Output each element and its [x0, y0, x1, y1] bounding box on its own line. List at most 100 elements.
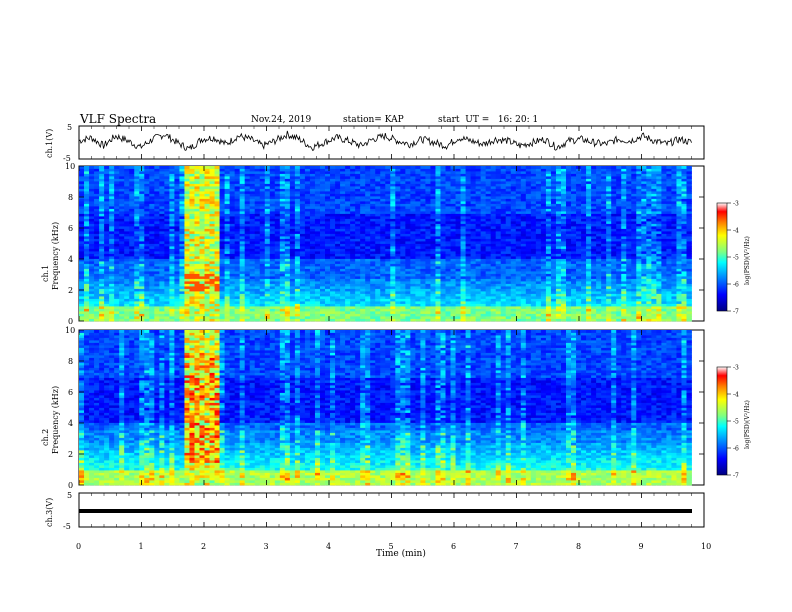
- spectrogram-cell: [395, 241, 401, 244]
- spectrogram-cell: [535, 283, 542, 287]
- spectrogram-cell: [184, 291, 190, 294]
- spectrogram-cell: [375, 303, 381, 307]
- spectrogram-cell: [666, 301, 672, 304]
- spectrogram-cell: [289, 221, 296, 224]
- spectrogram-cell: [636, 256, 642, 259]
- spectrogram-cell: [289, 313, 296, 317]
- spectrogram-cell: [330, 228, 336, 232]
- spectrogram-cell: [114, 288, 120, 292]
- spectrogram-cell: [450, 266, 456, 269]
- spectrogram-cell: [239, 268, 246, 272]
- spectrogram-cell: [656, 251, 662, 254]
- spectrogram-cell: [641, 251, 647, 254]
- spectrogram-cell: [555, 291, 562, 294]
- spectrogram-cell: [505, 303, 512, 307]
- spectrogram-cell: [631, 253, 637, 257]
- spectrogram-cell: [269, 303, 276, 307]
- spectrogram-cell: [475, 258, 482, 262]
- spectrogram-cell: [495, 251, 502, 254]
- ch1-ytick-bottom: -5: [63, 154, 71, 163]
- spectrogram-cell: [591, 306, 597, 309]
- spectrogram-cell: [550, 223, 557, 227]
- spectrogram-cell: [616, 278, 622, 282]
- spectrogram-cell: [319, 316, 326, 319]
- spectrogram-cell: [485, 228, 492, 232]
- spectrogram-cell: [319, 233, 326, 237]
- spectrogram-cell: [490, 293, 497, 297]
- spectrogram-cell: [480, 258, 487, 262]
- spectrogram-cell: [154, 303, 160, 307]
- spectrogram-cell: [565, 241, 572, 244]
- spectrogram-cell: [189, 241, 195, 244]
- spectrogram-cell: [264, 291, 271, 294]
- spectrogram-cell: [119, 308, 125, 312]
- spectrogram-cell: [124, 296, 130, 299]
- spectrogram-cell: [641, 238, 647, 242]
- spectrogram-cell: [299, 306, 306, 309]
- spectrogram-cell: [395, 258, 401, 262]
- spectrogram-cell: [129, 306, 135, 309]
- spectrogram-cell: [164, 301, 170, 304]
- spectrogram-cell: [465, 218, 471, 222]
- spectrogram-cell: [279, 308, 286, 312]
- spectrogram-cell: [641, 248, 647, 252]
- spectrogram-cell: [545, 296, 552, 299]
- spectrogram-cell: [154, 251, 160, 254]
- spectrogram-cell: [490, 288, 497, 292]
- spectrogram-cell: [314, 246, 321, 249]
- spectrogram-cell: [244, 278, 251, 282]
- spectrogram-cell: [269, 318, 276, 322]
- spectrogram-cell: [390, 271, 396, 274]
- spectrogram-cell: [500, 306, 507, 309]
- spectrogram-cell: [294, 316, 301, 319]
- spectrogram-cell: [405, 316, 411, 319]
- spectrogram-cell: [571, 298, 577, 302]
- spectrogram-cell: [606, 251, 612, 254]
- spectrogram-cell: [284, 221, 291, 224]
- spectrogram-cell: [350, 278, 356, 282]
- spectrogram-cell: [641, 271, 647, 274]
- spectrogram-cell: [616, 308, 622, 312]
- spectrogram-cell: [681, 283, 687, 287]
- spectrogram-cell: [325, 233, 331, 237]
- spectrogram-cell: [596, 256, 602, 259]
- spectrogram-cell: [380, 228, 386, 232]
- spectrogram-cell: [515, 241, 522, 244]
- spectrogram-cell: [360, 248, 366, 252]
- spectrogram-cell: [576, 271, 582, 274]
- spectrogram-cell: [510, 261, 517, 264]
- spectrogram-cell: [269, 221, 276, 224]
- spectrogram-cell: [104, 313, 110, 317]
- spectrogram-cell: [530, 273, 537, 277]
- spectrogram-cell: [530, 313, 537, 317]
- spectrogram-cell: [671, 281, 677, 284]
- spectrogram-cell: [636, 271, 642, 274]
- spectrogram-cell: [591, 318, 597, 322]
- spectrogram-cell: [119, 318, 125, 322]
- spectrogram-cell: [470, 308, 477, 312]
- spectrogram-cell: [500, 266, 507, 269]
- spectrogram-cell: [89, 301, 95, 304]
- spectrogram-cell: [214, 286, 220, 289]
- spectrogram-cell: [571, 296, 577, 299]
- spectrogram-cell: [214, 263, 220, 267]
- spectrogram-cell: [490, 221, 497, 224]
- spectrogram-cell: [299, 221, 306, 224]
- spectrogram-cell: [109, 256, 115, 259]
- spectrogram-cell: [505, 281, 512, 284]
- spectrogram-cell: [535, 241, 542, 244]
- spectrogram-cell: [224, 311, 231, 314]
- spectrogram-cell: [540, 223, 547, 227]
- spectrogram-cell: [134, 241, 140, 244]
- spectrogram-cell: [495, 253, 502, 257]
- spectrogram-cell: [264, 238, 271, 242]
- spectrogram-cell: [294, 288, 301, 292]
- spectrogram-cell: [565, 288, 572, 292]
- spectrogram-cell: [626, 313, 632, 317]
- spectrogram-cell: [525, 238, 532, 242]
- spectrogram-cell: [144, 243, 150, 247]
- spectrogram-cell: [445, 261, 451, 264]
- spectrogram-cell: [104, 218, 110, 222]
- spectrogram-cell: [410, 281, 416, 284]
- spectrogram-cell: [465, 253, 471, 257]
